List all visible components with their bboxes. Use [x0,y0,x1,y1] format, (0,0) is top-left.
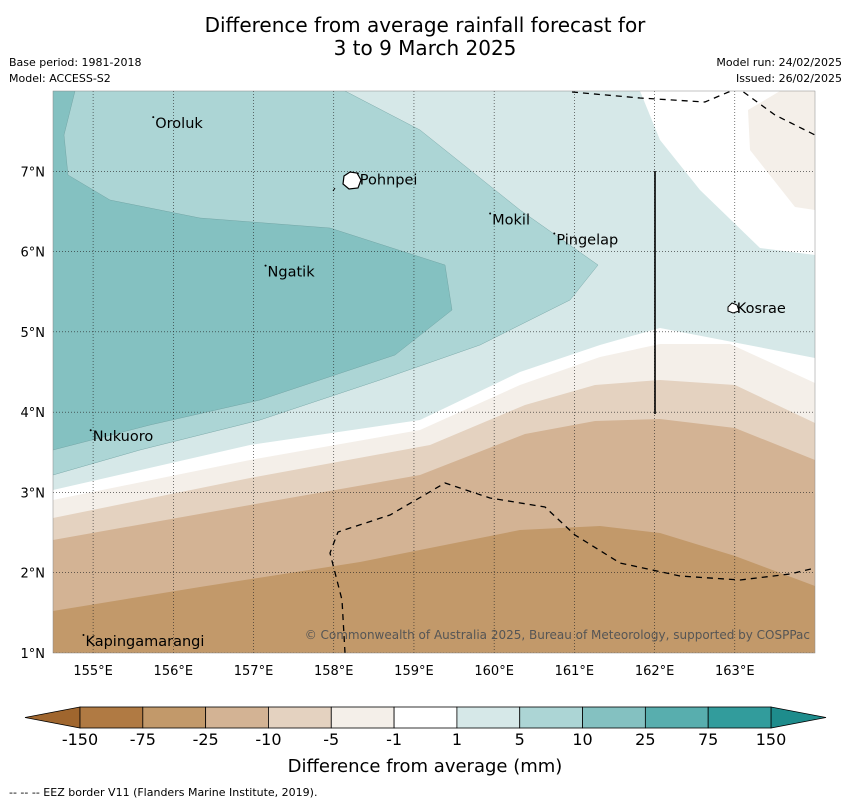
lon-tick-label: 163°E [715,664,755,679]
eez-footnote: -- -- -- EEZ border V11 (Flanders Marine… [9,786,318,799]
colorbar-swatch [456,706,521,729]
lon-tick-label: 158°E [314,664,354,679]
place-label: Kosrae [737,301,786,317]
colorbar-tick-label: -75 [130,730,156,749]
colorbar-label: Difference from average (mm) [287,756,563,777]
plot-frame [52,90,816,654]
colorbar-swatch [268,706,332,729]
colorbar-tick-label: -1 [386,730,402,749]
colorbar-swatch [79,706,144,729]
ant-atoll-mark [332,187,336,192]
issued-text: Issued: 26/02/2025 [735,72,842,85]
lon-tick-label: 160°E [474,664,514,679]
colorbar-tick-label: 10 [572,730,592,749]
graticule [53,91,815,653]
lon-tick-label: 155°E [73,664,113,679]
longitude-ticks: 155°E 156°E 157°E 158°E 159°E 160°E 161°E 162°E… [73,664,754,679]
place-marker [356,172,359,175]
colorbar-tick-label: 5 [515,730,525,749]
place-marker [489,212,492,215]
base-period-text: Base period: 1981-2018 [9,56,142,69]
place-labels: Oroluk Pohnpei Mokil Pingelap Ngatik Kosrae Nu… [82,116,786,650]
colorbar-tick-label: -25 [193,730,219,749]
place-marker [733,300,736,303]
colorbar-swatch [330,706,395,729]
colorbar-tick-label: -150 [62,730,98,749]
colorbar-tick-label: 1 [452,730,462,749]
metadata-left: Base period: 1981-2018 Model: ACCESS-S2 [9,55,141,87]
colorbar: -150 -75 -25 -10 -5 -1 1 5 10 25 75 150 [24,706,827,749]
contour-fills [53,91,815,653]
eez-border [329,91,815,653]
fill-minus75-to-minus25 [53,526,815,653]
fill-light-brown-northeast [748,91,815,210]
lon-tick-label: 162°E [635,664,675,679]
place-label: Pohnpei [360,172,418,188]
place-marker [89,429,92,432]
colorbar-swatch [644,706,709,729]
fill-10-to-25 [53,91,452,450]
lat-tick-label: 3°N [21,486,46,501]
title-line-2: 3 to 9 March 2025 [333,36,517,60]
lon-tick-label: 161°E [555,664,595,679]
colorbar-swatch [519,706,583,729]
latitude-ticks: 1°N 2°N 3°N 4°N 5°N 6°N 7°N [21,165,46,662]
map-title: Difference from average rainfall forecas… [0,14,850,60]
lat-tick-label: 4°N [21,406,46,421]
colorbar-swatch [582,706,646,729]
place-label: Pingelap [556,233,618,249]
lon-tick-label: 157°E [234,664,274,679]
colorbar-tick-label: -5 [323,730,339,749]
colorbar-tick-label: 25 [635,730,655,749]
title-line-1: Difference from average rainfall forecas… [204,13,646,37]
colorbar-tick-label: 150 [756,730,787,749]
copyright-text: © Commonwealth of Australia 2025, Bureau… [304,628,810,642]
metadata-right: Model run: 24/02/2025 Issued: 26/02/2025 [716,55,842,87]
place-marker [152,116,155,119]
place-label: Ngatik [268,265,316,281]
contour-lines [53,91,599,476]
lon-tick-label: 159°E [394,664,434,679]
place-label: Mokil [492,212,530,228]
model-text: Model: ACCESS-S2 [9,72,111,85]
colorbar-tick-label: 75 [698,730,718,749]
colorbar-extend-low [24,706,81,729]
place-label: Kapingamarangi [85,634,204,650]
colorbar-swatch [707,706,772,729]
lat-tick-label: 7°N [21,165,46,180]
pohnpei-island-shape [342,171,362,190]
place-marker [82,633,85,636]
colorbar-swatch [142,706,207,729]
lat-tick-label: 2°N [21,567,46,582]
place-marker [264,264,267,267]
colorbar-tick-label: -10 [255,730,281,749]
colorbar-extend-high [770,706,827,729]
model-run-text: Model run: 24/02/2025 [716,56,842,69]
lat-tick-label: 6°N [21,246,46,261]
place-label: Nukuoro [93,429,154,445]
lat-tick-label: 5°N [21,326,46,341]
lon-tick-label: 156°E [154,664,194,679]
colorbar-swatch [205,706,269,729]
place-label: Oroluk [155,116,203,132]
place-marker [553,232,556,235]
kosrae-island-shape [727,302,740,314]
lat-tick-label: 1°N [21,647,46,662]
colorbar-swatch [393,706,458,729]
